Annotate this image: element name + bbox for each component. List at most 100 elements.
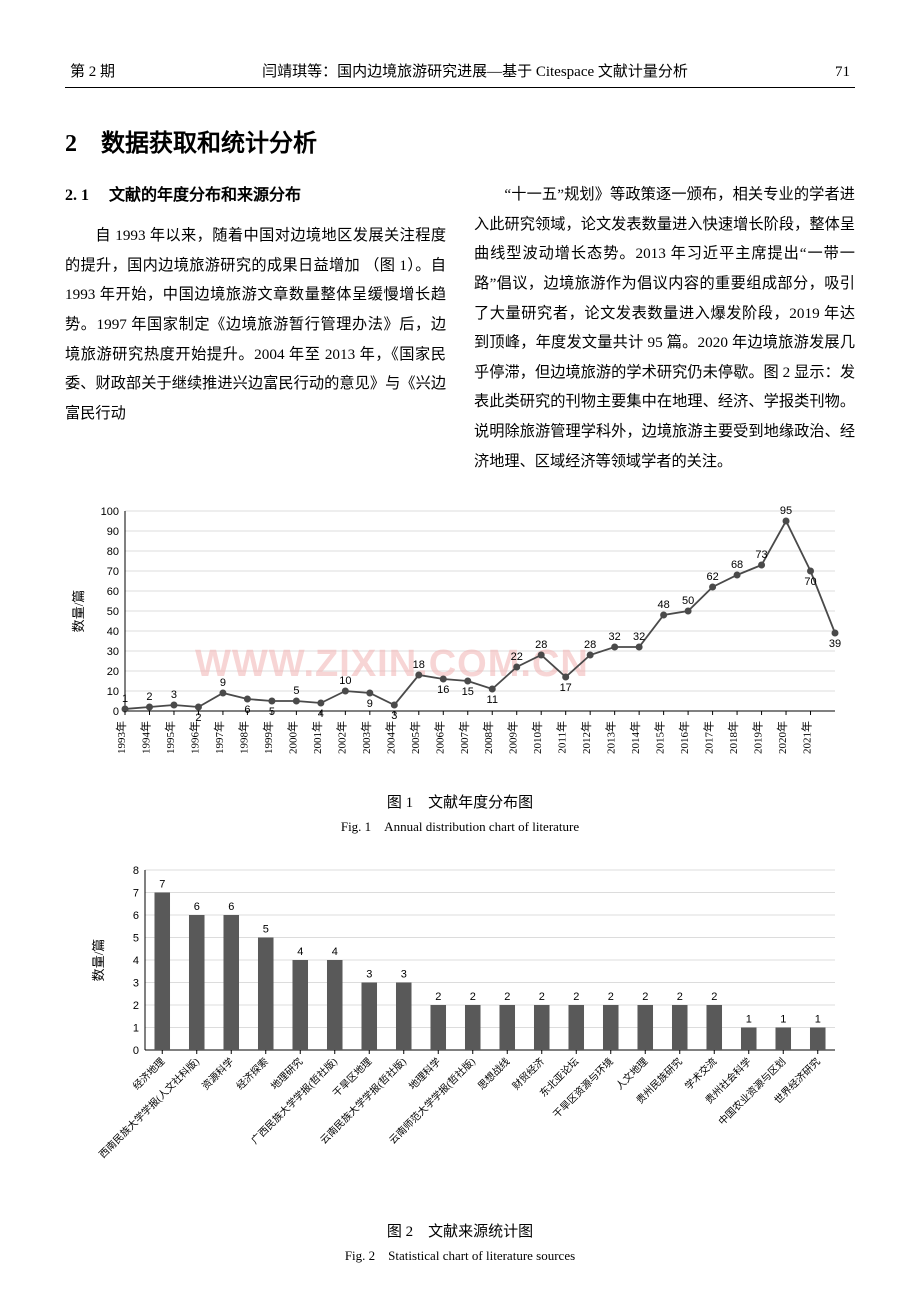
svg-text:思想战线: 思想战线 [475,1055,512,1092]
svg-text:39: 39 [829,638,841,650]
svg-text:1: 1 [780,1014,786,1026]
svg-text:2003年: 2003年 [359,721,373,754]
svg-text:95: 95 [780,505,792,517]
svg-text:人文地理: 人文地理 [613,1055,650,1092]
svg-text:2011年: 2011年 [555,721,569,754]
svg-text:80: 80 [107,546,119,558]
svg-text:6: 6 [228,901,234,913]
svg-text:1: 1 [746,1014,752,1026]
svg-text:数量/篇: 数量/篇 [71,590,86,633]
svg-text:28: 28 [584,639,596,651]
svg-text:2006年: 2006年 [432,721,446,754]
svg-text:2016年: 2016年 [677,721,691,754]
svg-text:5: 5 [263,924,269,936]
fig1-caption-en: Fig. 1 Annual distribution chart of lite… [65,816,855,835]
subsection-heading: 2. 1 文献的年度分布和来源分布 [65,180,446,211]
svg-text:18: 18 [413,659,425,671]
svg-text:4: 4 [332,946,338,958]
page-number: 71 [835,64,850,81]
svg-text:8: 8 [133,865,139,877]
svg-text:1996年: 1996年 [187,721,201,754]
svg-text:50: 50 [682,595,694,607]
svg-text:3: 3 [133,978,139,990]
svg-text:2: 2 [435,991,441,1003]
svg-text:6: 6 [133,910,139,922]
svg-text:WWW.ZIXIN.COM.CN: WWW.ZIXIN.COM.CN [195,643,589,685]
svg-text:16: 16 [437,684,449,696]
svg-text:经济探索: 经济探索 [233,1055,270,1092]
svg-text:1998年: 1998年 [236,721,250,754]
svg-text:5: 5 [293,685,299,697]
svg-text:100: 100 [101,506,119,518]
issue-number: 第 2 期 [70,60,115,81]
svg-text:财贸经济: 财贸经济 [509,1055,546,1092]
svg-text:11: 11 [487,694,498,706]
svg-text:4: 4 [297,946,303,958]
fig1-line-chart: 0102030405060708090100WWW.ZIXIN.COM.CN12… [65,501,855,781]
svg-text:资源科学: 资源科学 [199,1055,236,1092]
svg-text:3: 3 [401,969,407,981]
svg-text:2001年: 2001年 [310,721,324,754]
svg-text:2017年: 2017年 [702,721,716,754]
svg-text:2: 2 [677,991,683,1003]
svg-text:2: 2 [573,991,579,1003]
svg-text:2009年: 2009年 [506,721,520,754]
svg-text:经济地理: 经济地理 [130,1055,167,1092]
svg-text:50: 50 [107,606,119,618]
body-right: “十一五”规划》等政策逐一颁布，相关专业的学者进入此研究领域，论文发表数量进入快… [474,180,855,476]
svg-text:1995年: 1995年 [163,721,177,754]
svg-text:干旱区资源与环境: 干旱区资源与环境 [550,1055,616,1121]
svg-text:9: 9 [367,698,373,710]
svg-text:2019年: 2019年 [751,721,765,754]
svg-text:6: 6 [194,901,200,913]
svg-text:3: 3 [366,969,372,981]
section-heading: 2 数据获取和统计分析 [65,123,855,158]
svg-text:70: 70 [107,566,119,578]
svg-text:9: 9 [220,677,226,689]
right-column: “十一五”规划》等政策逐一颁布，相关专业的学者进入此研究领域，论文发表数量进入快… [474,180,855,476]
svg-text:10: 10 [339,675,351,687]
svg-text:40: 40 [107,626,119,638]
subsection-title: 文献的年度分布和来源分布 [109,187,301,204]
svg-text:2: 2 [539,991,545,1003]
svg-text:3: 3 [171,689,177,701]
svg-text:2: 2 [133,1000,139,1012]
svg-text:4: 4 [133,955,139,967]
svg-text:2008年: 2008年 [481,721,495,754]
svg-text:1: 1 [815,1014,821,1026]
subsection-number: 2. 1 [65,187,89,204]
svg-text:28: 28 [535,639,547,651]
fig2-caption-en: Fig. 2 Statistical chart of literature s… [65,1245,855,1264]
figure-2: 0123456787经济地理6西南民族大学学报(人文社科版)6资源科学5经济探索… [65,860,855,1264]
section-title: 数据获取和统计分析 [101,131,317,157]
svg-text:1994年: 1994年 [138,721,152,754]
svg-text:60: 60 [107,586,119,598]
svg-text:17: 17 [560,682,572,694]
fig2-bar-chart: 0123456787经济地理6西南民族大学学报(人文社科版)6资源科学5经济探索… [65,860,855,1210]
svg-text:2014年: 2014年 [628,721,642,754]
svg-text:22: 22 [511,651,523,663]
svg-text:48: 48 [657,599,669,611]
svg-text:5: 5 [133,933,139,945]
svg-text:1: 1 [133,1023,139,1035]
svg-text:32: 32 [609,631,621,643]
svg-text:32: 32 [633,631,645,643]
svg-text:2007年: 2007年 [457,721,471,754]
svg-text:2: 2 [470,991,476,1003]
svg-text:10: 10 [107,686,119,698]
svg-text:30: 30 [107,646,119,658]
svg-text:2015年: 2015年 [653,721,667,754]
svg-text:2002年: 2002年 [334,721,348,754]
svg-text:7: 7 [159,879,165,891]
svg-text:1: 1 [122,693,128,705]
svg-text:学术交流: 学术交流 [682,1055,719,1092]
svg-text:2018年: 2018年 [726,721,740,754]
figure-1: 0102030405060708090100WWW.ZIXIN.COM.CN12… [65,501,855,835]
svg-text:70: 70 [804,576,816,588]
svg-text:2: 2 [504,991,510,1003]
svg-text:2012年: 2012年 [579,721,593,754]
svg-text:62: 62 [706,571,718,583]
svg-text:2: 2 [146,691,152,703]
svg-text:2000年: 2000年 [285,721,299,754]
fig2-caption-cn: 图 2 文献来源统计图 [65,1220,855,1241]
